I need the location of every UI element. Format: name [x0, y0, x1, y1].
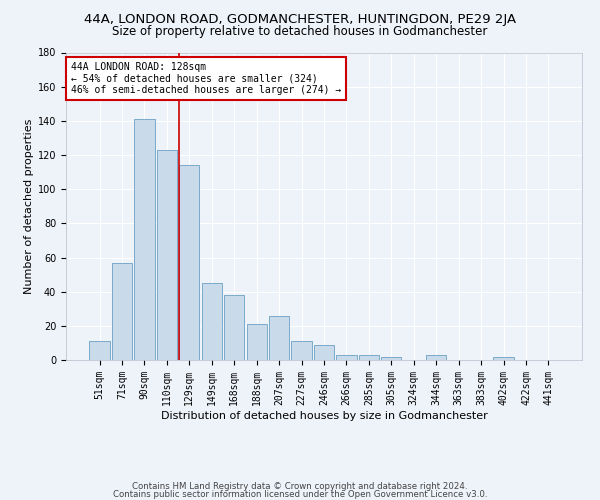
Text: 44A LONDON ROAD: 128sqm
← 54% of detached houses are smaller (324)
46% of semi-d: 44A LONDON ROAD: 128sqm ← 54% of detache… [71, 62, 341, 95]
Bar [314, 344, 334, 360]
Bar [247, 324, 267, 360]
Bar [224, 295, 244, 360]
Text: 44A, LONDON ROAD, GODMANCHESTER, HUNTINGDON, PE29 2JA: 44A, LONDON ROAD, GODMANCHESTER, HUNTING… [84, 12, 516, 26]
Bar [337, 355, 356, 360]
Text: Contains HM Land Registry data © Crown copyright and database right 2024.: Contains HM Land Registry data © Crown c… [132, 482, 468, 491]
Bar [134, 119, 155, 360]
Bar [381, 356, 401, 360]
Bar [202, 283, 222, 360]
Bar [269, 316, 289, 360]
Text: Size of property relative to detached houses in Godmanchester: Size of property relative to detached ho… [112, 25, 488, 38]
Bar [179, 165, 199, 360]
Bar [89, 341, 110, 360]
Bar [359, 355, 379, 360]
Bar [292, 341, 311, 360]
Bar [112, 262, 132, 360]
Text: Contains public sector information licensed under the Open Government Licence v3: Contains public sector information licen… [113, 490, 487, 499]
Bar [493, 356, 514, 360]
Y-axis label: Number of detached properties: Number of detached properties [23, 118, 34, 294]
X-axis label: Distribution of detached houses by size in Godmanchester: Distribution of detached houses by size … [161, 410, 487, 420]
Bar [157, 150, 177, 360]
Bar [426, 355, 446, 360]
